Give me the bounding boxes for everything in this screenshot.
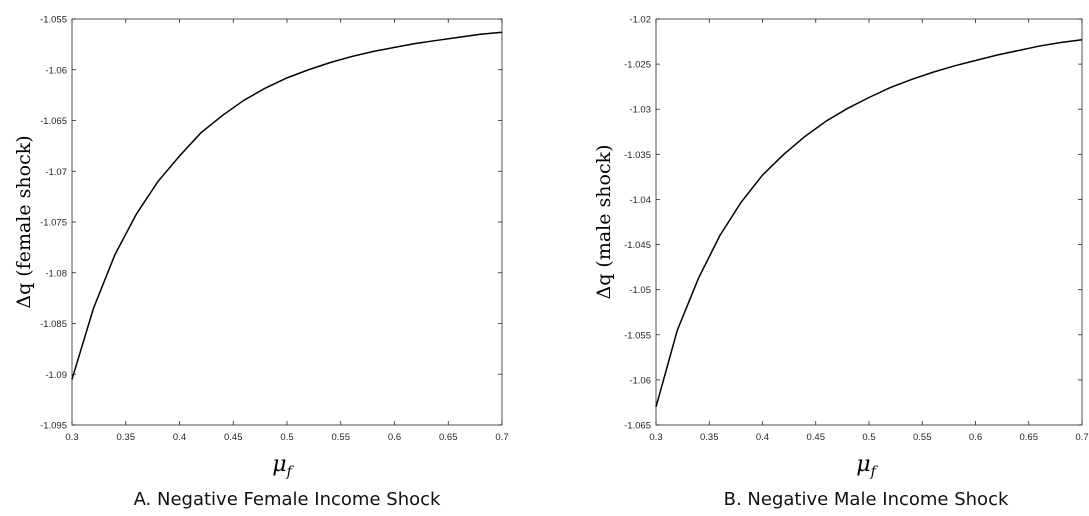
y-axis-label: Δq (male shock) (593, 144, 615, 299)
x-tick-label: 0.45 (224, 432, 243, 443)
y-tick-label: -1.055 (40, 15, 67, 26)
y-tick-label: -1.08 (45, 268, 67, 279)
x-tick-label: 0.5 (280, 432, 293, 443)
x-axis-label-subscript: f (870, 464, 879, 480)
y-tick-label: -1.05 (629, 285, 651, 296)
y-tick-label: -1.02 (629, 15, 651, 26)
x-axis-label-symbol: μ (272, 452, 286, 477)
y-tick-label: -1.075 (40, 218, 67, 229)
y-tick-label: -1.04 (629, 195, 651, 206)
y-tick-label: -1.045 (624, 240, 651, 251)
y-tick-label: -1.065 (624, 421, 651, 432)
x-tick-label: 0.7 (1075, 432, 1088, 443)
x-tick-label: 0.6 (388, 432, 401, 443)
y-tick-label: -1.06 (45, 65, 67, 76)
plot-area-box (655, 18, 1083, 426)
x-tick-label: 0.55 (913, 432, 932, 443)
data-line (71, 31, 503, 380)
y-tick-label: -1.09 (45, 370, 67, 381)
panel-caption: A. Negative Female Income Shock (134, 489, 441, 510)
y-tick-label: -1.085 (40, 319, 67, 330)
plot-area-box (71, 18, 503, 426)
y-axis-label: Δq (female shock) (13, 135, 35, 308)
y-axis-ticks: -1.095 -1.09 -1.085 -1.08 -1.075 -1.07 -1.065 -… (40, 15, 502, 432)
x-tick-label: 0.3 (649, 432, 662, 443)
y-tick-label: -1.025 (624, 60, 651, 71)
y-axis-ticks: -1.065 -1.06 -1.055 -1.05 -1.045 -1.04 -1.035 -… (624, 15, 1082, 432)
x-tick-label: 0.65 (1020, 432, 1039, 443)
panel-b: 0.3 0.35 0.4 0.45 0.5 0.55 0.6 0.65 0.7 -1.065-1… (593, 15, 1089, 511)
x-tick-label: 0.35 (700, 432, 719, 443)
x-tick-label: 0.4 (756, 432, 769, 443)
y-tick-label: -1.03 (629, 105, 651, 116)
x-tick-label: 0.65 (439, 432, 458, 443)
panel-caption: B. Negative Male Income Shock (724, 489, 1009, 510)
panel-a: 0.3 0.35 0.4 0.45 0.5 0.55 0.6 0.65 0.7 -1.095-1… (13, 15, 509, 511)
x-axis-ticks: 0.3 0.35 0.4 0.45 0.5 0.55 0.6 0.65 0.7 (649, 19, 1089, 443)
x-tick-label: 0.5 (862, 432, 875, 443)
x-tick-label: 0.4 (173, 432, 186, 443)
y-tick-label: -1.095 (40, 421, 67, 432)
y-tick-label: -1.035 (624, 150, 651, 161)
y-tick-label: -1.065 (40, 116, 67, 127)
x-tick-label: 0.45 (807, 432, 826, 443)
x-tick-label: 0.35 (117, 432, 136, 443)
x-axis-label: μf (856, 452, 878, 480)
x-axis-label-symbol: μ (856, 452, 870, 477)
data-line (655, 39, 1083, 408)
x-axis-label-subscript: f (286, 464, 295, 480)
x-axis-label: μf (272, 452, 294, 480)
y-tick-label: -1.06 (629, 375, 651, 386)
x-tick-label: 0.6 (969, 432, 982, 443)
y-tick-label: -1.07 (45, 167, 67, 178)
x-tick-label: 0.55 (332, 432, 351, 443)
y-tick-label: -1.055 (624, 330, 651, 341)
x-tick-label: 0.7 (495, 432, 508, 443)
x-tick-label: 0.3 (65, 432, 78, 443)
x-axis-ticks: 0.3 0.35 0.4 0.45 0.5 0.55 0.6 0.65 0.7 (65, 19, 509, 443)
